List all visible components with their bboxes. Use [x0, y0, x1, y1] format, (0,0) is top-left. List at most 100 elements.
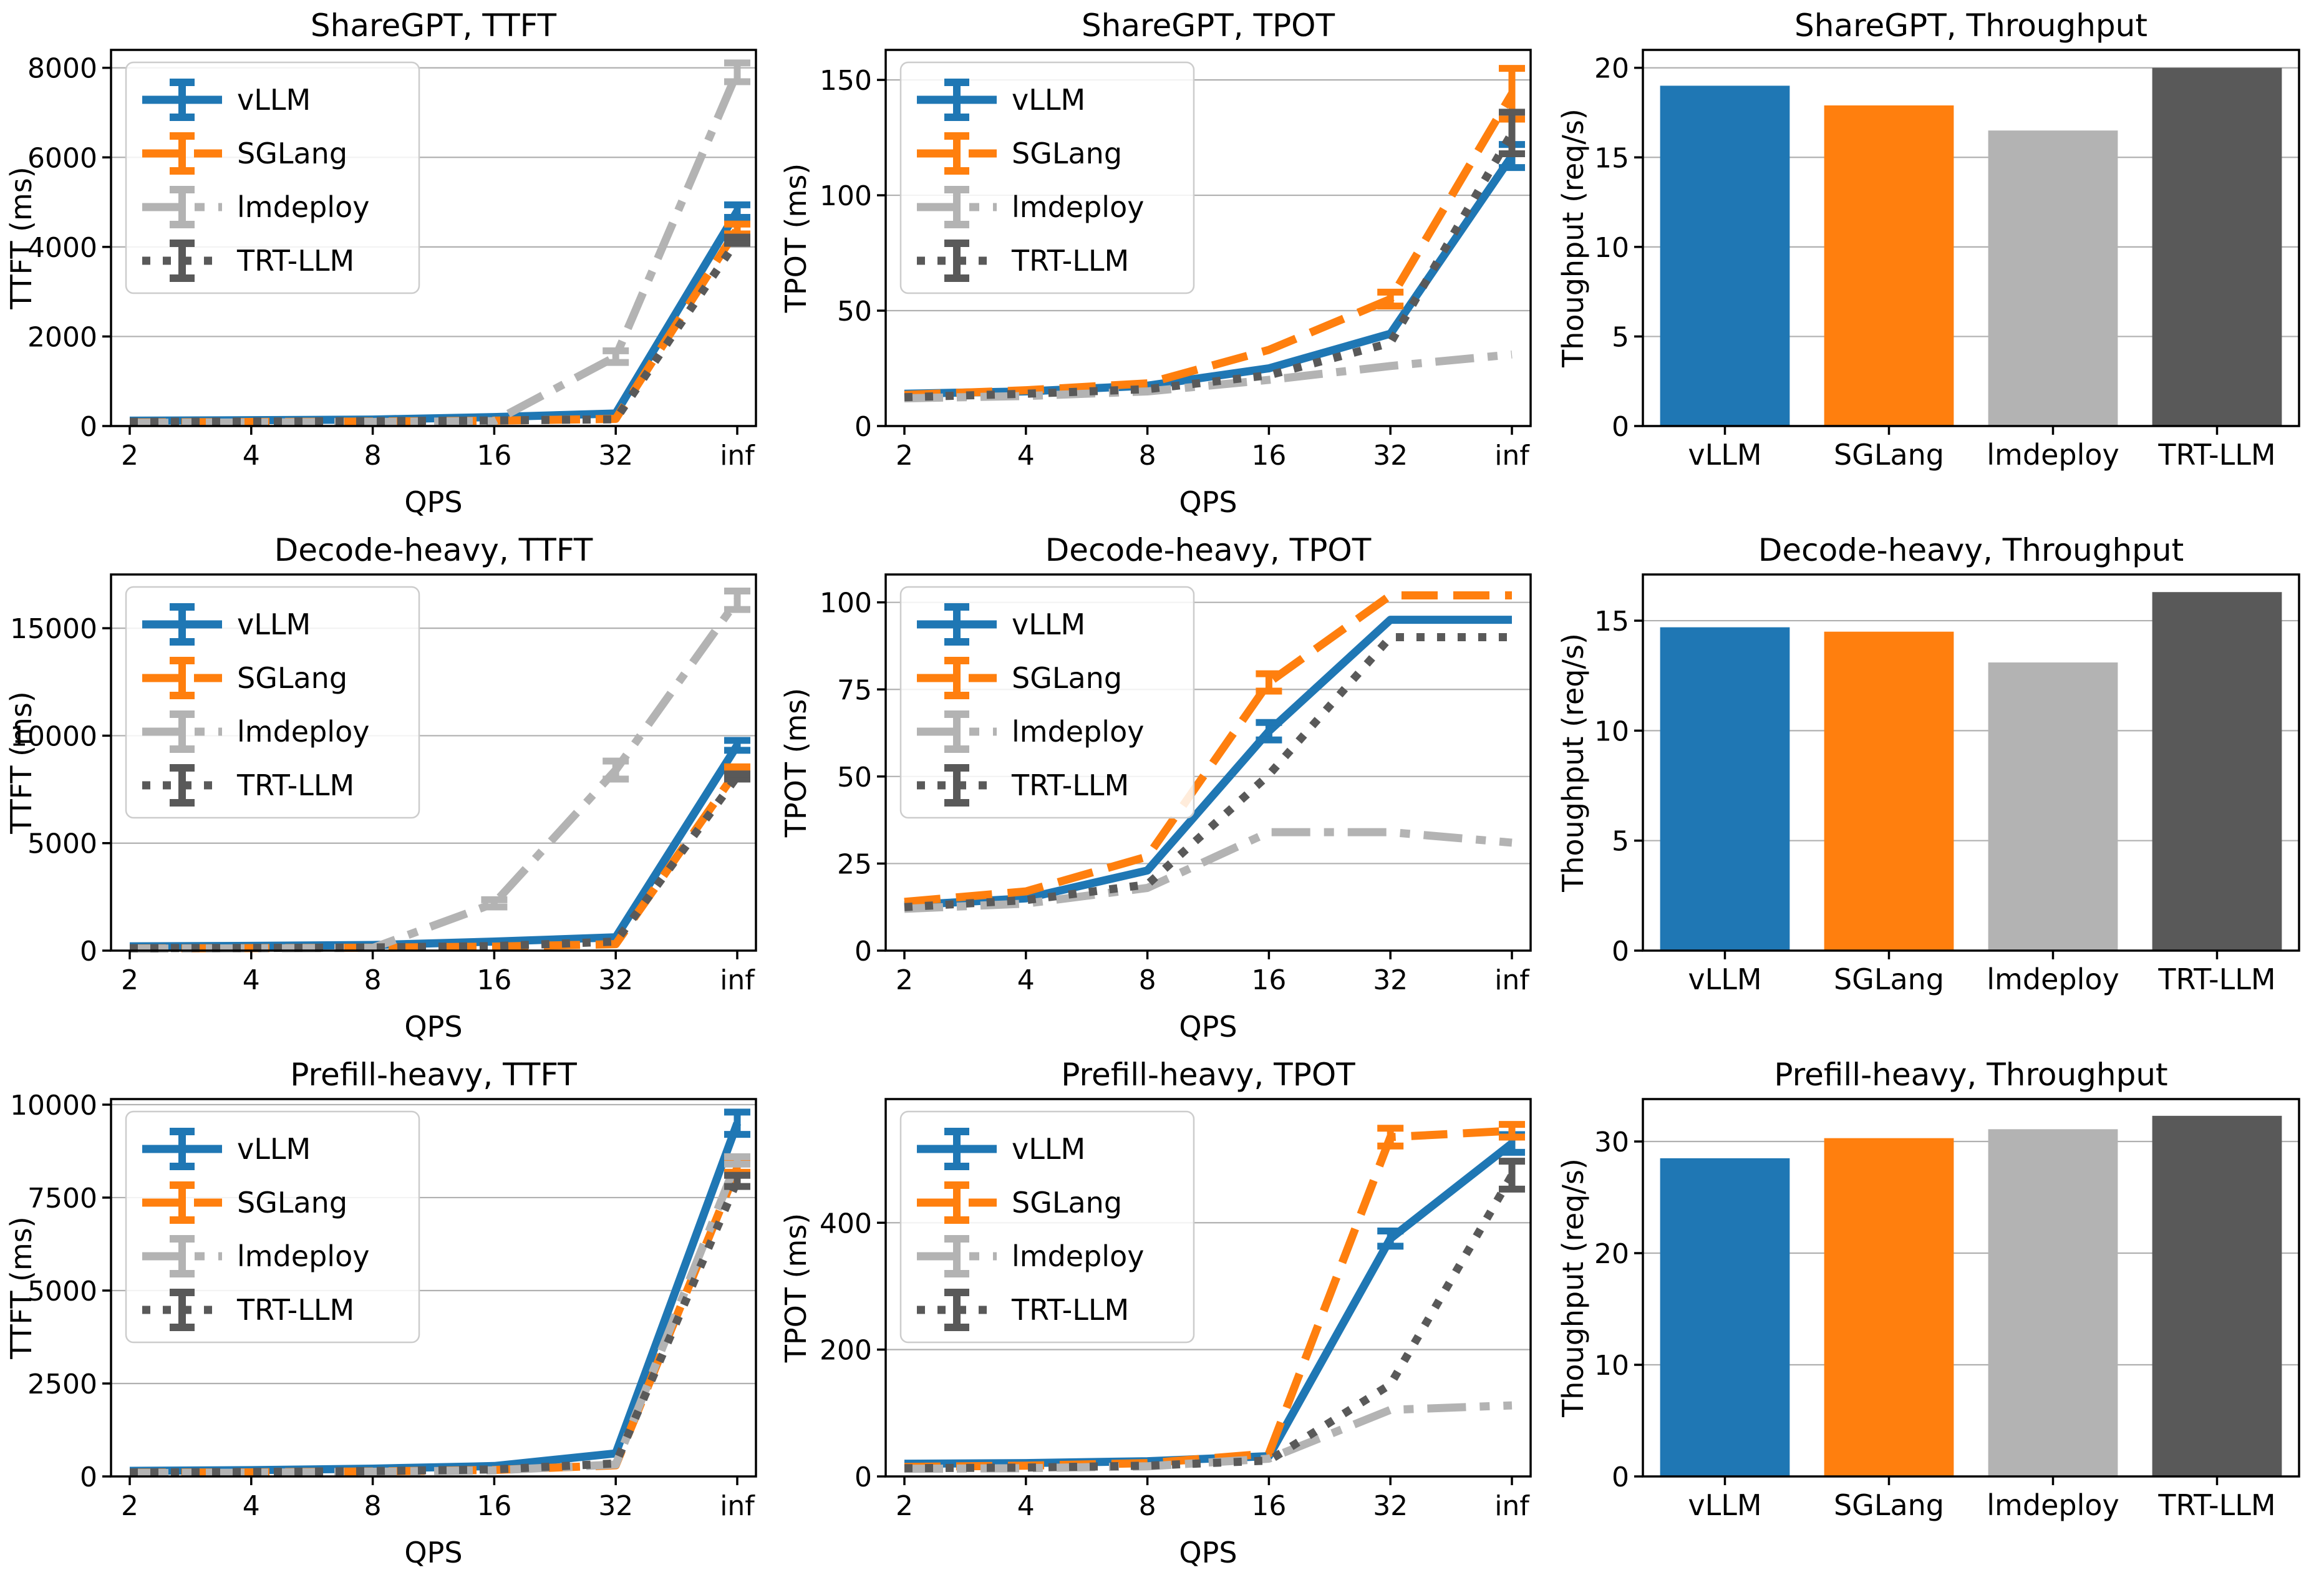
y-tick-label: 0 — [80, 936, 97, 967]
y-tick-label: 0 — [1612, 936, 1629, 967]
decode-heavy-ttft-svg: vLLM SGLang lmdeploy TRT-LLM 2 4 8 16 32 inf 0 5000… — [4, 532, 757, 1044]
legend-label: SGLang — [237, 1186, 347, 1219]
x-tick-label: 4 — [243, 1490, 260, 1522]
y-tick-label: 0 — [855, 936, 872, 967]
y-tick-label: 0 — [855, 1461, 872, 1493]
x-axis-label: QPS — [1179, 485, 1237, 519]
chart-decode-heavy-tpot: vLLM SGLang lmdeploy TRT-LLM 2 4 8 16 32 inf 0 25 50… — [775, 525, 1549, 1049]
series-TRT-LLM — [129, 233, 750, 426]
legend-label: SGLang — [1012, 1186, 1122, 1219]
legend-label: lmdeploy — [237, 715, 369, 749]
y-tick-label: 15 — [1594, 606, 1629, 637]
x-tick-label: 32 — [598, 964, 633, 996]
chart-decode-heavy-throughput: vLLM SGLang lmdeploy TRT-LLM 0 5 10 15 Thoughput… — [1549, 525, 2324, 1049]
x-tick-label: 8 — [364, 1490, 382, 1522]
y-tick-label: 5000 — [27, 828, 97, 860]
series-TRT-LLM — [904, 1158, 1525, 1473]
legend-label: lmdeploy — [1012, 190, 1144, 224]
x-tick-label: inf — [1494, 440, 1530, 472]
chart-title: Prefill-heavy, TPOT — [1061, 1057, 1355, 1093]
y-tick-label: 5 — [1612, 321, 1629, 353]
x-tick-label: 2 — [121, 964, 138, 996]
legend-label: TRT-LLM — [236, 1293, 354, 1327]
y-axis-label: TTFT (ms) — [4, 167, 38, 309]
y-tick-label: 75 — [837, 674, 872, 706]
legend-label: TRT-LLM — [1011, 244, 1129, 278]
legend-label: vLLM — [237, 608, 311, 641]
x-tick-label: 16 — [1251, 440, 1286, 472]
bar-category-label: TRT-LLM — [2157, 1488, 2275, 1522]
y-tick-label: 0 — [1612, 411, 1629, 443]
series-TRT-LLM — [129, 1171, 750, 1476]
y-tick-label: 30 — [1594, 1127, 1629, 1158]
x-tick-label: 16 — [1251, 964, 1286, 996]
series-TRT-LLM — [129, 770, 750, 952]
y-tick-label: 0 — [80, 1461, 97, 1493]
legend: vLLM SGLang lmdeploy TRT-LLM — [125, 61, 420, 294]
sharegpt-throughput-svg: vLLM SGLang lmdeploy TRT-LLM 0 5 10 15 20Thoughp… — [1556, 7, 2300, 472]
x-tick-label: 2 — [896, 964, 913, 996]
legend: vLLM SGLang lmdeploy TRT-LLM — [899, 1110, 1195, 1344]
y-tick-label: 5 — [1612, 826, 1629, 858]
x-tick-label: 4 — [1017, 440, 1035, 472]
legend-label: TRT-LLM — [236, 768, 354, 802]
chart-title: Decode-heavy, TPOT — [1045, 532, 1372, 568]
x-tick-label: 4 — [1017, 1490, 1035, 1522]
y-tick-label: 0 — [80, 411, 97, 443]
y-tick-label: 2500 — [27, 1369, 97, 1400]
y-tick-label: 400 — [820, 1208, 872, 1239]
y-tick-label: 10000 — [10, 720, 97, 752]
x-tick-label: inf — [1494, 1490, 1530, 1522]
sharegpt-ttft-svg: vLLM SGLang lmdeploy TRT-LLM 2 4 8 16 32 inf 0 2000… — [4, 7, 757, 519]
bar-category-label: TRT-LLM — [2157, 438, 2275, 472]
bar-category-label: SGLang — [1834, 438, 1944, 472]
x-tick-label: inf — [720, 964, 755, 996]
x-tick-label: 4 — [243, 440, 260, 472]
y-tick-label: 6000 — [27, 142, 97, 174]
chart-sharegpt-tpot: vLLM SGLang lmdeploy TRT-LLM 2 4 8 16 32 inf 0 50 10… — [775, 0, 1549, 525]
y-axis-label: TPOT (ms) — [779, 163, 813, 313]
bar-category-label: TRT-LLM — [2157, 962, 2275, 996]
x-tick-label: 16 — [477, 440, 511, 472]
decode-heavy-throughput-svg: vLLM SGLang lmdeploy TRT-LLM 0 5 10 15Thoughput… — [1556, 532, 2300, 996]
bar-TRT-LLM — [2152, 67, 2282, 426]
bar-vLLM — [1660, 85, 1790, 426]
y-tick-label: 0 — [1612, 1461, 1629, 1493]
bar-category-label: vLLM — [1688, 962, 1761, 996]
chart-prefill-heavy-ttft: vLLM SGLang lmdeploy TRT-LLM 2 4 8 16 32 inf 0 2500… — [0, 1049, 775, 1575]
legend-label: SGLang — [237, 137, 347, 170]
y-tick-label: 200 — [820, 1335, 872, 1367]
y-tick-label: 10000 — [10, 1090, 97, 1122]
y-tick-label: 10 — [1594, 1350, 1629, 1382]
bar-category-label: vLLM — [1688, 1488, 1761, 1522]
bar-SGLang — [1824, 105, 1954, 426]
decode-heavy-tpot-svg: vLLM SGLang lmdeploy TRT-LLM 2 4 8 16 32 inf 0 25 50… — [779, 532, 1532, 1044]
x-tick-label: 32 — [598, 440, 633, 472]
legend-label: vLLM — [1012, 608, 1085, 641]
y-tick-label: 8000 — [27, 53, 97, 85]
bar-SGLang — [1824, 1138, 1954, 1476]
legend: vLLM SGLang lmdeploy TRT-LLM — [899, 61, 1195, 294]
chart-decode-heavy-ttft: vLLM SGLang lmdeploy TRT-LLM 2 4 8 16 32 inf 0 5000… — [0, 525, 775, 1049]
prefill-heavy-throughput-svg: vLLM SGLang lmdeploy TRT-LLM 0 10 20 30Thoughpu… — [1556, 1057, 2300, 1522]
bar-TRT-LLM — [2152, 592, 2282, 951]
x-tick-label: 8 — [1139, 964, 1156, 996]
x-tick-label: 8 — [364, 440, 382, 472]
legend-label: SGLang — [1012, 661, 1122, 695]
bar-vLLM — [1660, 627, 1790, 951]
chart-title: ShareGPT, TTFT — [311, 7, 557, 44]
bar-category-label: lmdeploy — [1987, 1488, 2119, 1522]
y-tick-label: 4000 — [27, 232, 97, 264]
legend-label: TRT-LLM — [1011, 768, 1129, 802]
sharegpt-tpot-svg: vLLM SGLang lmdeploy TRT-LLM 2 4 8 16 32 inf 0 50 10… — [779, 7, 1532, 519]
legend-label: TRT-LLM — [236, 244, 354, 278]
x-axis-label: QPS — [404, 1010, 462, 1044]
bar-category-label: vLLM — [1688, 438, 1761, 472]
y-tick-label: 25 — [837, 848, 872, 880]
bar-category-label: SGLang — [1834, 962, 1944, 996]
y-axis-label: TTFT (ms) — [4, 1216, 38, 1359]
series-TRT-LLM — [904, 109, 1525, 402]
x-axis-label: QPS — [1179, 1010, 1237, 1044]
legend-label: vLLM — [237, 83, 311, 117]
